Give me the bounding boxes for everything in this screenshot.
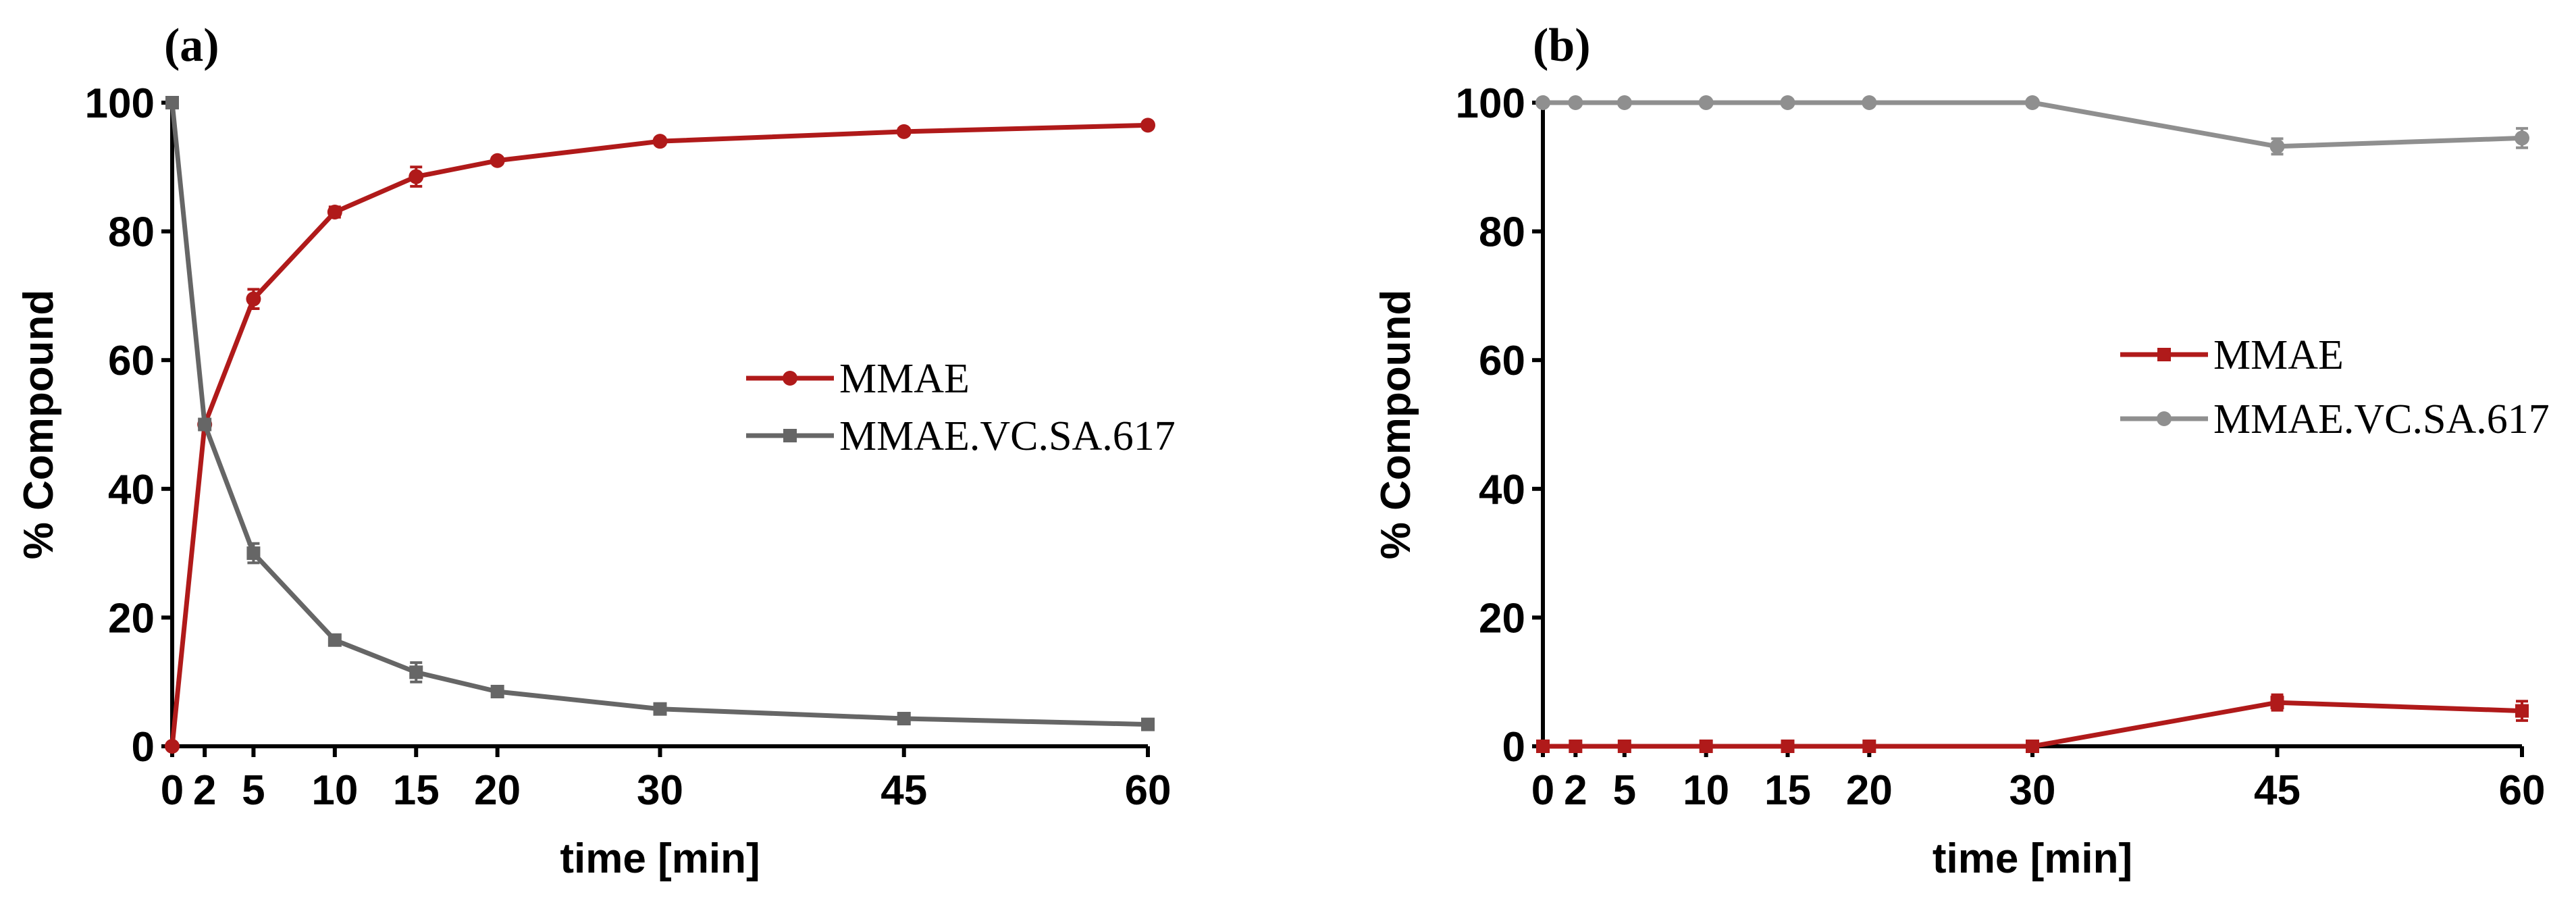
legend-marker [783, 429, 797, 442]
data-point [2270, 696, 2284, 710]
x-tick-label: 30 [2009, 767, 2056, 814]
legend-label: MMAE [839, 356, 970, 402]
data-point [198, 417, 212, 432]
x-tick-label: 15 [1764, 767, 1811, 814]
y-tick-label: 60 [1479, 338, 1525, 384]
y-tick-label: 100 [85, 80, 155, 127]
data-point [2515, 130, 2529, 146]
y-axis-title: % Compound [1373, 290, 1419, 560]
data-point [1535, 95, 1550, 110]
data-point [1781, 740, 1795, 753]
x-tick-label: 20 [474, 767, 521, 814]
x-tick-label: 15 [393, 767, 440, 814]
data-point [246, 291, 261, 307]
legend-marker [783, 371, 797, 386]
data-point [1569, 740, 1583, 753]
series-mmae-vc-sa-617 [1535, 95, 2529, 156]
data-point [1616, 95, 1632, 110]
data-point [1568, 95, 1583, 110]
legend-label: MMAE.VC.SA.617 [839, 413, 1176, 459]
legend-marker [2157, 348, 2171, 361]
data-point [409, 665, 423, 679]
data-point [409, 169, 424, 184]
data-point [1140, 118, 1155, 133]
x-tick-label: 45 [880, 767, 927, 814]
data-point [2025, 95, 2040, 110]
data-point [1141, 717, 1155, 731]
data-point [897, 712, 911, 726]
data-point [2026, 740, 2039, 753]
x-tick-label: 2 [193, 767, 216, 814]
chart-panel-b: (b) 0 20 40 60 80 100 0 2 5 10 15 20 30 45 60 time [min]… [1373, 20, 2550, 882]
y-tick-label: 100 [1456, 80, 1525, 127]
data-point [896, 124, 912, 139]
x-tick-label: 0 [161, 767, 184, 814]
legend-label: MMAE [2213, 332, 2344, 378]
series-mmae [1536, 693, 2529, 753]
series-mmae-vc-sa-617 [165, 96, 1155, 731]
data-point [1862, 740, 1876, 753]
data-point [246, 546, 261, 561]
x-tick-label: 60 [1125, 767, 1172, 814]
data-point [652, 134, 668, 149]
y-tick-label: 60 [108, 338, 155, 384]
data-point [1698, 95, 1714, 110]
data-point [327, 633, 342, 647]
x-tick-label: 45 [2254, 767, 2301, 814]
panel-label: (a) [164, 20, 219, 72]
legend-entry: MMAE [746, 356, 970, 402]
chart-panel-a: (a) 0 20 40 60 80 100 0 2 5 10 15 20 30 45 60 time [min]… [16, 20, 1176, 882]
x-axis-title: time [min] [560, 835, 760, 882]
x-tick-label: 10 [311, 767, 358, 814]
data-point [1536, 740, 1550, 753]
data-point [2269, 138, 2285, 154]
x-tick-label: 5 [242, 767, 265, 814]
y-tick-label: 40 [1479, 467, 1525, 513]
x-tick-label: 20 [1846, 767, 1893, 814]
data-point [490, 153, 505, 168]
legend-entry: MMAE.VC.SA.617 [746, 413, 1176, 459]
y-tick-label: 20 [1479, 595, 1525, 642]
data-point [2515, 704, 2529, 718]
data-point [165, 739, 180, 754]
x-tick-label: 60 [2499, 767, 2546, 814]
x-tick-label: 2 [1564, 767, 1587, 814]
y-axis-title: % Compound [16, 290, 62, 560]
data-point [327, 205, 342, 220]
data-point [490, 684, 504, 698]
legend-entry: MMAE.VC.SA.617 [2120, 396, 2550, 442]
series-mmae [165, 118, 1155, 754]
data-point [1780, 95, 1795, 110]
data-point [653, 702, 667, 716]
panel-label: (b) [1533, 20, 1591, 72]
y-tick-label: 80 [1479, 209, 1525, 256]
x-tick-label: 10 [1683, 767, 1729, 814]
data-point [1862, 95, 1877, 110]
x-tick-label: 30 [637, 767, 683, 814]
y-tick-label: 80 [108, 209, 155, 256]
data-point [1699, 740, 1713, 753]
x-axis-title: time [min] [1933, 835, 2132, 882]
y-tick-label: 40 [108, 467, 155, 513]
legend-entry: MMAE [2120, 332, 2344, 378]
x-tick-label: 5 [1613, 767, 1636, 814]
data-point [165, 96, 179, 109]
x-tick-label: 0 [1531, 767, 1554, 814]
legend-marker [2157, 411, 2172, 426]
y-tick-label: 0 [1502, 724, 1525, 771]
data-point [1617, 740, 1631, 753]
y-tick-label: 0 [132, 724, 155, 771]
legend-label: MMAE.VC.SA.617 [2213, 396, 2550, 442]
y-tick-label: 20 [108, 595, 155, 642]
